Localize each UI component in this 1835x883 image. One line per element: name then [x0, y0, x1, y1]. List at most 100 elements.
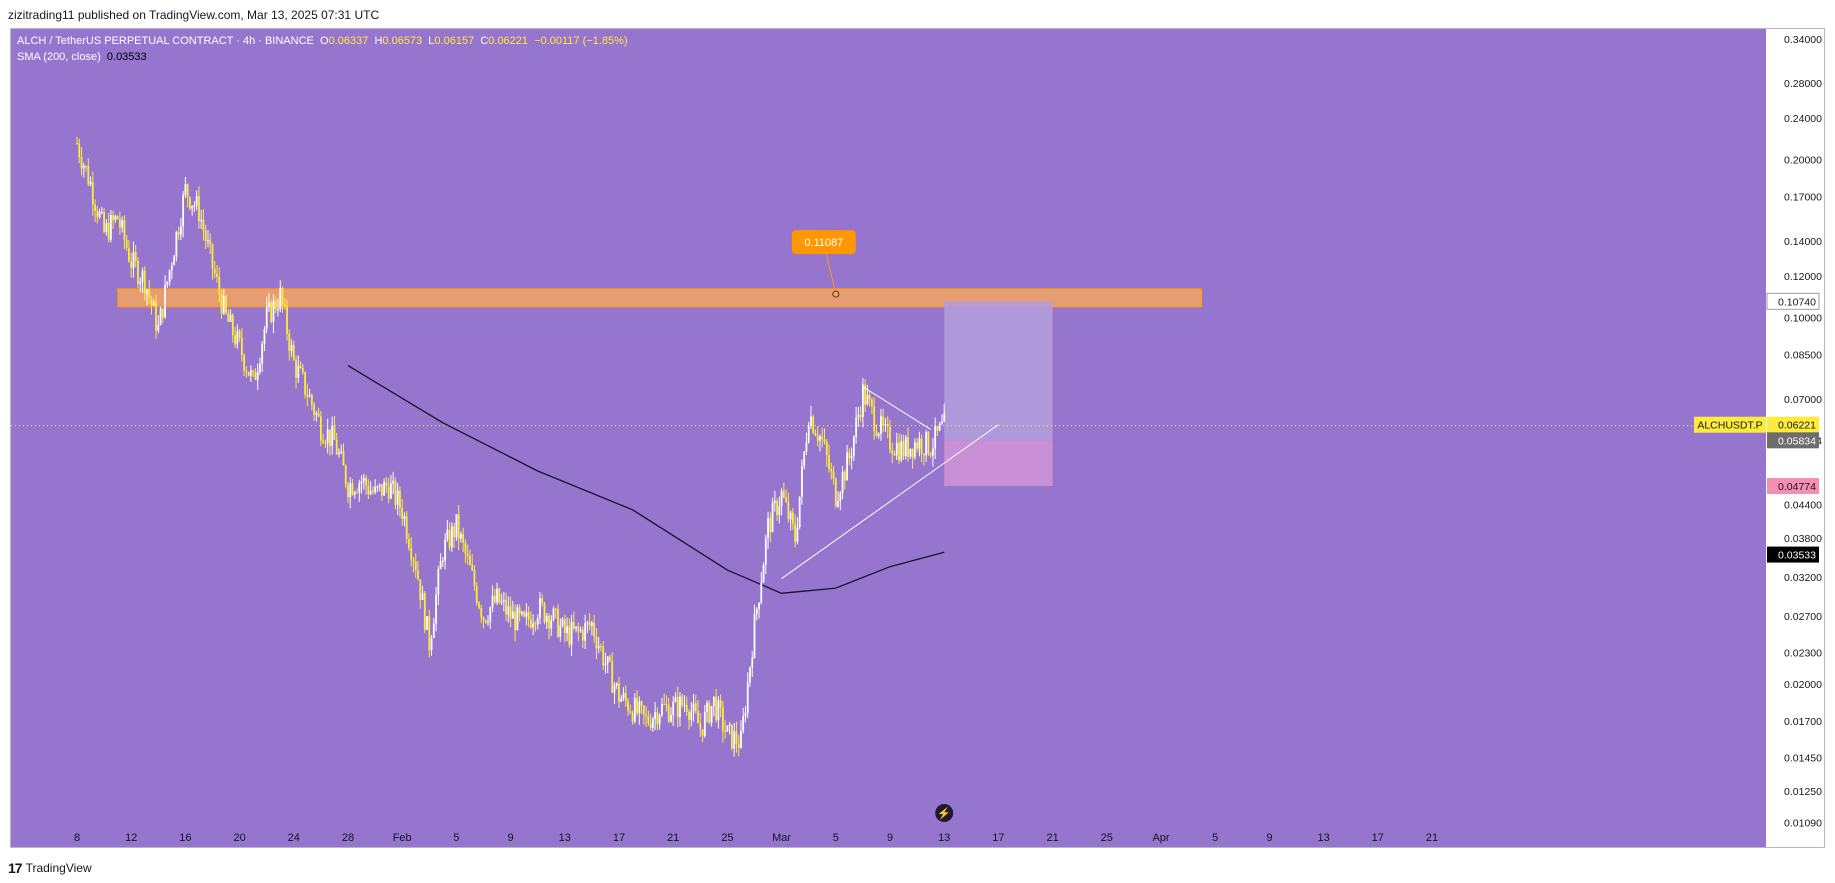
candle-body: [430, 637, 433, 651]
candle-body: [848, 452, 851, 459]
candle-body: [299, 365, 302, 368]
candle-body: [679, 696, 681, 718]
candle-body: [636, 698, 638, 714]
candle-body: [676, 697, 679, 718]
symbol-tag-box: [1694, 416, 1766, 433]
candle-body: [900, 441, 903, 461]
candle-body: [624, 692, 627, 701]
candle-body: [134, 251, 137, 261]
flash-icon-glyph: ⚡: [937, 807, 951, 820]
candle-body: [385, 481, 388, 487]
y-tick-label: 0.20000: [1784, 155, 1822, 167]
candle-body: [846, 452, 848, 481]
candle-body: [511, 611, 514, 619]
candle-body: [392, 480, 395, 484]
candle-body: [572, 621, 575, 629]
candle-body: [857, 414, 860, 418]
candle-body: [692, 703, 695, 712]
resistance-zone: [117, 288, 1203, 308]
candle-body: [780, 490, 783, 507]
candle-body: [484, 620, 487, 623]
candle-body: [631, 712, 634, 722]
x-tick-label: Mar: [772, 832, 791, 844]
candle-body: [439, 561, 442, 570]
candle-body: [308, 394, 311, 397]
candle-body: [902, 441, 905, 457]
candle-body: [791, 512, 794, 524]
footer-brand[interactable]: TradingView: [25, 861, 92, 875]
tradingview-logo-icon[interactable]: 17: [8, 860, 23, 876]
candle-body: [735, 731, 738, 744]
chart-legend: ALCH / TetherUS PERPETUAL CONTRACT · 4h …: [17, 33, 628, 65]
candle-body: [444, 539, 447, 561]
zone-callout-pointer: [825, 251, 837, 295]
candle-body: [913, 442, 916, 458]
candle-body: [814, 433, 817, 436]
legend-sma-label[interactable]: SMA (200, close): [17, 51, 101, 63]
legend-l-label: L: [428, 35, 435, 47]
candle-body: [801, 466, 803, 497]
y-tick-label: 0.02300: [1784, 647, 1822, 659]
candle-body: [283, 304, 286, 306]
candle-body: [615, 683, 618, 686]
candle-body: [530, 619, 532, 628]
candle-body: [116, 216, 119, 220]
candle-body: [929, 453, 932, 456]
candle-body: [245, 370, 248, 372]
candle-body: [773, 500, 776, 503]
candle-body: [365, 477, 367, 486]
candle-body: [600, 646, 602, 648]
candle-body: [523, 611, 526, 617]
candle-body: [771, 502, 774, 533]
triangle-lower-line: [781, 424, 999, 579]
price-chart-svg: 8 12 16 20 24 28 Feb 5 9 13 17 21 25 Mar 5 9 13 17 21 25 Apr…: [11, 136, 1766, 844]
candles-group: [76, 136, 946, 757]
candle-body: [338, 452, 340, 455]
candle-body: [868, 395, 871, 400]
candle-body: [376, 486, 379, 488]
price-axis[interactable]: 0.34000 0.28000 0.24000 0.20000 0.17000 0.140…: [1766, 29, 1824, 847]
candle-body: [642, 705, 645, 715]
candle-body: [805, 442, 808, 452]
y-tick-label: 0.01450: [1784, 752, 1822, 764]
y-tick-label: 0.02700: [1784, 611, 1822, 623]
candle-body: [731, 724, 733, 749]
candle-body: [390, 483, 392, 499]
candle-body: [277, 308, 279, 310]
candle-body: [310, 394, 313, 405]
chart-plot-area[interactable]: 8 12 16 20 24 28 Feb 5 9 13 17 21 25 Mar 5 9 13 17 21 25 Apr…: [11, 29, 1766, 847]
candle-body: [755, 609, 758, 614]
candle-body: [670, 714, 672, 722]
candle-body: [166, 281, 169, 285]
y-tick-label: 0.14000: [1784, 236, 1822, 248]
candle-body: [665, 704, 668, 706]
candle-body: [498, 588, 501, 603]
candle-body: [721, 707, 724, 731]
x-tick-label: 17: [613, 832, 625, 844]
candle-body: [708, 702, 711, 723]
y-tick-label: 0.04400: [1784, 500, 1822, 512]
candle-body: [417, 570, 419, 580]
candle-body: [694, 703, 697, 712]
candle-body: [561, 619, 564, 626]
x-tick-label: 5: [1212, 832, 1218, 844]
candle-body: [358, 483, 361, 493]
candle-body: [514, 611, 517, 631]
candle-body: [360, 481, 363, 484]
candle-body: [123, 220, 126, 240]
candle-body: [852, 436, 855, 456]
candle-body: [667, 704, 670, 722]
candle-body: [712, 696, 715, 707]
candle-body: [216, 273, 218, 277]
chart-frame: 8 12 16 20 24 28 Feb 5 9 13 17 21 25 Mar 5 9 13 17 21 25 Apr…: [10, 28, 1825, 848]
candle-body: [941, 421, 943, 424]
legend-symbol[interactable]: ALCH / TetherUS PERPETUAL CONTRACT · 4h …: [17, 35, 314, 47]
candle-body: [622, 692, 625, 699]
candle-body: [509, 606, 512, 619]
candle-body: [787, 501, 790, 520]
zone-callout-box: [791, 230, 856, 255]
candle-body: [161, 308, 164, 318]
candle-body: [247, 371, 250, 376]
candle-body: [674, 697, 677, 702]
candle-body: [383, 481, 386, 496]
